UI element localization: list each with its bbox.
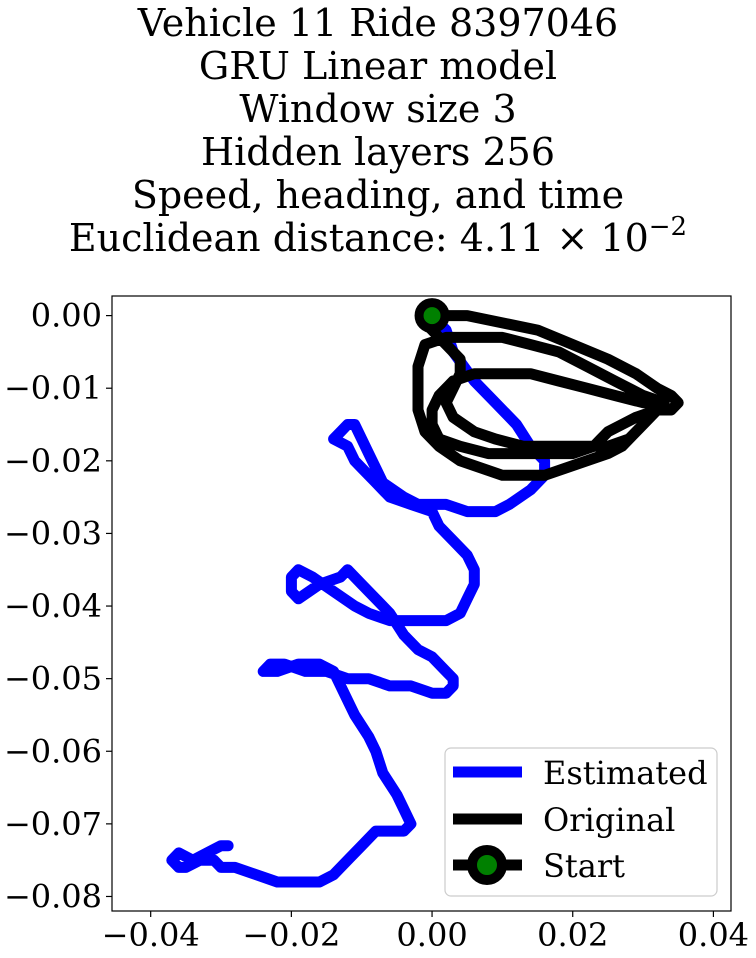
start-marker (414, 298, 450, 334)
y-tick-label: −0.01 (4, 369, 102, 407)
series-layer (166, 298, 684, 888)
metric-exponent: −2 (648, 212, 688, 242)
legend-start-marker (467, 845, 507, 885)
x-axis: −0.04 −0.02 0.00 0.02 0.04 (102, 911, 749, 954)
y-tick-label: −0.08 (4, 877, 102, 915)
legend-box (444, 747, 718, 897)
y-tick-label: −0.03 (4, 514, 102, 552)
axes-frame (111, 295, 732, 912)
y-tick-label: −0.04 (4, 587, 102, 625)
title-line-model: GRU Linear model (198, 44, 558, 88)
metric-base: 10 (600, 216, 649, 260)
legend-original-label: Original (543, 801, 675, 839)
series-estimated-line (166, 310, 551, 888)
x-tick-label: 0.02 (537, 916, 608, 954)
y-tick-label: −0.05 (4, 660, 102, 698)
legend-start-label: Start (543, 847, 625, 885)
x-tick-label: −0.02 (242, 916, 340, 954)
x-tick-label: 0.00 (396, 916, 467, 954)
title-line-window: Window size 3 (239, 87, 517, 131)
x-tick-label: 0.04 (678, 916, 749, 954)
title-line-hidden: Hidden layers 256 (200, 130, 556, 174)
y-tick-label: −0.06 (4, 732, 102, 770)
title-line-metric: Euclidean distance: 4.11 × 10−2 (0, 214, 756, 260)
legend: Estimated Original Start (444, 747, 718, 897)
title-line-vehicle: Vehicle 11 Ride 8397046 (137, 1, 619, 45)
legend-estimated-label: Estimated (543, 754, 708, 792)
chart-title: Vehicle 11 Ride 8397046 GRU Linear model… (0, 2, 756, 260)
series-original-line (412, 310, 684, 481)
y-tick-label: −0.07 (4, 805, 102, 843)
metric-label: Euclidean distance: 4.11 (68, 216, 545, 260)
x-tick-label: −0.04 (102, 916, 200, 954)
title-line-features: Speed, heading, and time (131, 173, 625, 217)
y-tick-label: 0.00 (31, 297, 102, 335)
y-axis: 0.00 −0.01 −0.02 −0.03 −0.04 −0.05 −0.06 −0.07 −… (4, 297, 112, 915)
metric-times: × (556, 216, 589, 260)
y-tick-label: −0.02 (4, 442, 102, 480)
